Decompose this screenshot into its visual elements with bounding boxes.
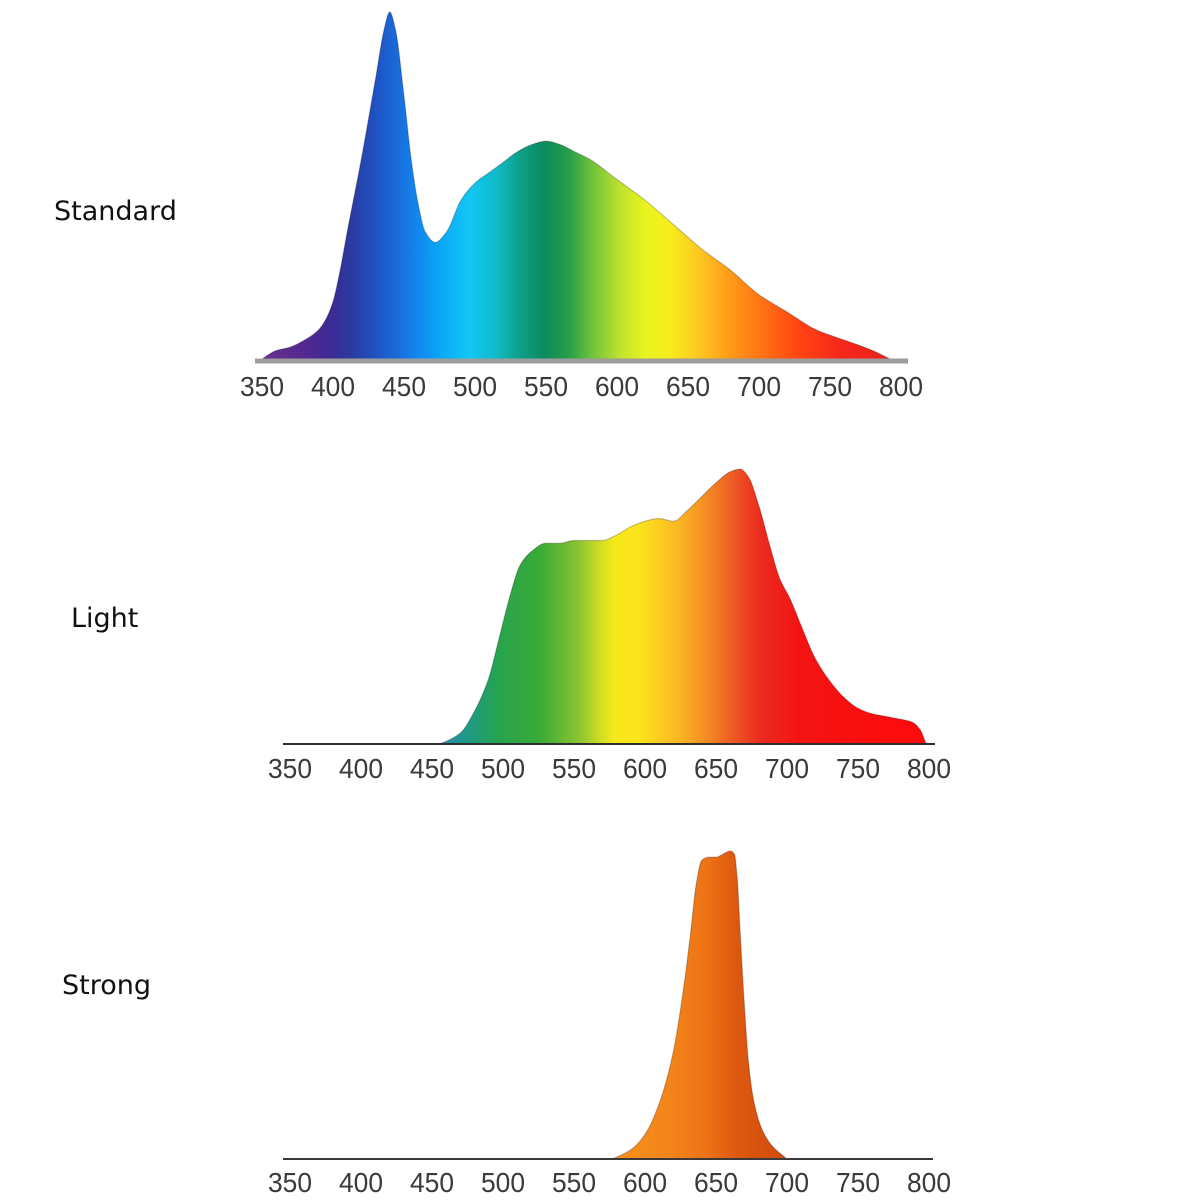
x-tick-label: 450 <box>410 753 454 784</box>
x-tick-label: 800 <box>907 1167 951 1198</box>
x-tick-label: 650 <box>694 753 738 784</box>
chart-strong: Strong 350 400 450 500 550 600 650 700 750 800 <box>62 850 951 1198</box>
x-tick-label: 800 <box>907 753 951 784</box>
spectrum-area <box>258 11 895 362</box>
spectrum-area <box>611 850 788 1160</box>
x-tick-label: 450 <box>410 1167 454 1198</box>
x-tick-label: 500 <box>481 1167 525 1198</box>
x-tick-label: 350 <box>240 371 284 402</box>
x-tick-label: 600 <box>623 1167 667 1198</box>
x-tick-label: 600 <box>623 753 667 784</box>
spectrum-area <box>438 468 927 745</box>
x-tick-label: 550 <box>524 371 568 402</box>
x-tick-label: 600 <box>595 371 639 402</box>
x-tick-label: 750 <box>836 1167 880 1198</box>
chart-standard: Standard 350 400 450 500 550 600 650 700 750 800 <box>54 11 923 402</box>
x-tick-label: 400 <box>339 1167 383 1198</box>
x-tick-label: 450 <box>382 371 426 402</box>
x-tick-label: 400 <box>339 753 383 784</box>
x-tick-label: 700 <box>737 371 781 402</box>
x-tick-label: 700 <box>765 753 809 784</box>
x-tick-label: 800 <box>879 371 923 402</box>
x-tick-label: 750 <box>836 753 880 784</box>
x-tick-label: 750 <box>808 371 852 402</box>
x-tick-label: 550 <box>552 1167 596 1198</box>
x-tick-label: 350 <box>268 753 312 784</box>
chart-title: Strong <box>62 970 151 1001</box>
x-tick-label: 500 <box>453 371 497 402</box>
x-tick-label: 650 <box>694 1167 738 1198</box>
x-tick-label: 700 <box>765 1167 809 1198</box>
chart-title: Standard <box>54 196 177 227</box>
chart-light: Light 350 400 450 500 550 600 650 700 750 800 <box>71 468 951 784</box>
x-tick-label: 650 <box>666 371 710 402</box>
x-tick-label: 500 <box>481 753 525 784</box>
chart-title: Light <box>71 603 138 634</box>
x-tick-label: 350 <box>268 1167 312 1198</box>
x-tick-label: 550 <box>552 753 596 784</box>
x-tick-label: 400 <box>311 371 355 402</box>
